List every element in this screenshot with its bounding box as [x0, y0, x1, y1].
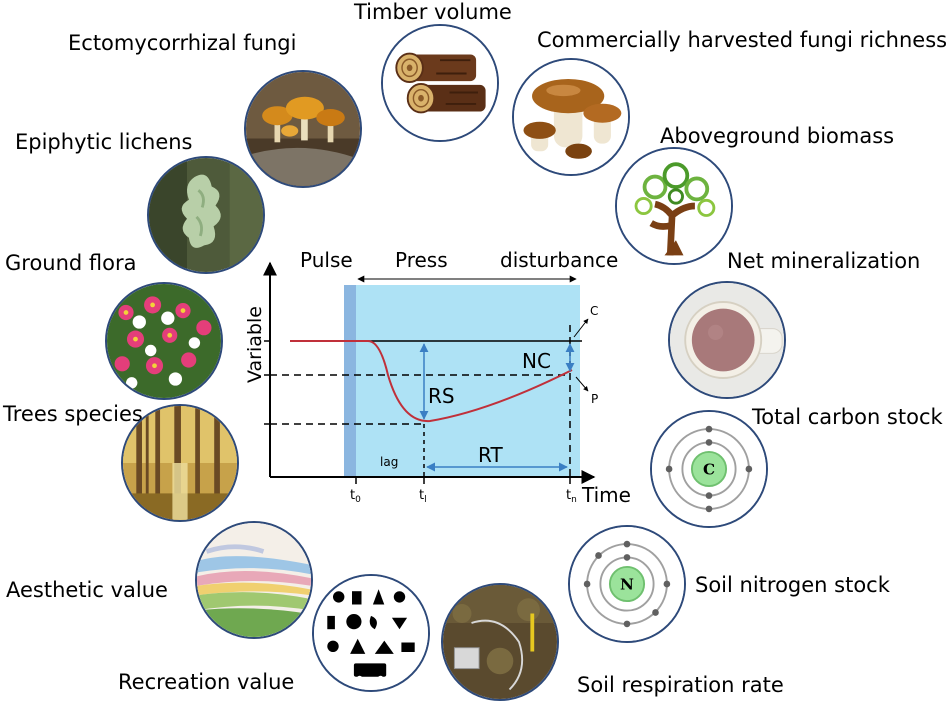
label-recreation-value: Recreation value: [118, 670, 295, 694]
pulse-label: Pulse: [300, 248, 353, 272]
disturbance-label: disturbance: [500, 248, 618, 272]
label-net-mineralization: Net mineralization: [727, 249, 921, 273]
label-total-carbon-stock: Total carbon stock: [752, 405, 943, 429]
t0-label: t0: [350, 488, 361, 505]
carbon-atom-image: C: [650, 410, 768, 528]
lag-label: lag: [380, 455, 398, 469]
response-curve: [290, 340, 573, 423]
nc-label: NC: [522, 349, 551, 373]
label-soil-nitrogen-stock: Soil nitrogen stock: [695, 573, 890, 597]
label-epiphytic-lichens: Epiphytic lichens: [15, 130, 193, 154]
label-soil-respiration-rate: Soil respiration rate: [577, 673, 784, 697]
p-label: P: [591, 392, 598, 406]
label-trees-species: Trees species: [3, 402, 143, 426]
timber-logs-image: [381, 24, 499, 142]
label-ground-flora: Ground flora: [5, 251, 137, 275]
recreation-value-icons-image: [312, 574, 430, 692]
net-mineralization-filter-image: [668, 281, 786, 399]
epiphytic-lichens-image: [147, 156, 265, 274]
rt-label: RT: [478, 443, 503, 467]
label-timber-volume: Timber volume: [354, 0, 512, 24]
nitrogen-atom-image: N: [568, 525, 686, 643]
label-commercially-harvested-fungi: Commercially harvested fungi richness: [537, 28, 946, 52]
c-pointer: [573, 318, 589, 338]
porcini-mushrooms-image: [512, 58, 630, 176]
y-axis-label: Variable: [244, 306, 266, 383]
aesthetic-value-painting-image: [195, 521, 313, 639]
rs-label: RS: [428, 384, 455, 408]
carbon-symbol: C: [703, 461, 715, 479]
press-disturbance-band: [344, 285, 580, 477]
p-pointer: [575, 376, 589, 392]
resilience-diagram: Pulse Press disturbance Variable Time: [230, 245, 650, 520]
tl-label: tl: [419, 488, 427, 505]
nitrogen-symbol: N: [620, 576, 634, 594]
label-aboveground-biomass: Aboveground biomass: [660, 124, 895, 148]
trees-species-forest-image: [121, 404, 239, 522]
label-ectomycorrhizal-fungi: Ectomycorrhizal fungi: [68, 31, 297, 55]
soil-respiration-field-image: [441, 583, 559, 701]
x-axis-label: Time: [581, 483, 631, 507]
tn-label: tn: [566, 488, 577, 505]
label-aesthetic-value: Aesthetic value: [6, 578, 168, 602]
aboveground-biomass-tree-image: [615, 147, 733, 265]
pulse-disturbance-band: [344, 285, 356, 477]
ectomycorrhizal-fungi-image: [244, 70, 362, 188]
ground-flora-flowers-image: [105, 282, 223, 400]
press-label: Press: [395, 248, 448, 272]
c-label: C: [590, 304, 598, 318]
